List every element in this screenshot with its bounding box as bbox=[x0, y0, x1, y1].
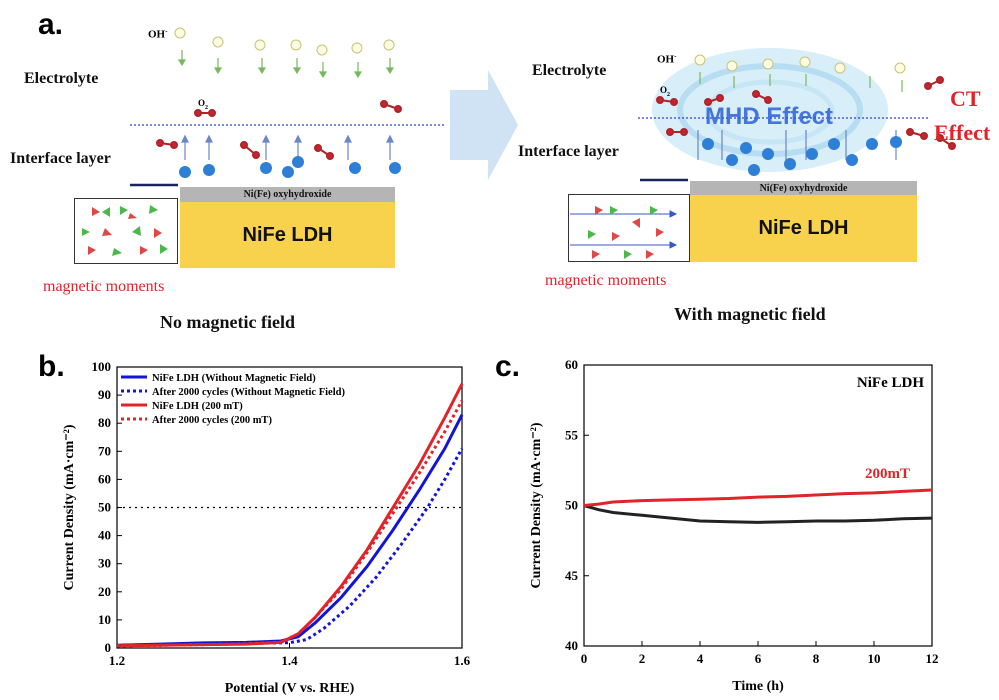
o2-label: O2 bbox=[198, 98, 209, 111]
panel-c-letter: c. bbox=[495, 350, 521, 383]
oh-ions bbox=[174, 27, 395, 56]
oxyhydroxide-layer: Ni(Fe) oxyhydroxide bbox=[690, 181, 917, 195]
series-line-0 bbox=[583, 504, 933, 524]
magnetic-moments-label: magnetic moments bbox=[545, 272, 667, 289]
panel-a-letter: a. bbox=[38, 8, 64, 41]
o2-molecules bbox=[156, 100, 402, 160]
legend-label-1: After 2000 cycles (Without Magnetic Fiel… bbox=[152, 387, 345, 398]
x-tick-label: 10 bbox=[868, 651, 881, 666]
chart-c-annotation: NiFe LDH bbox=[857, 375, 924, 391]
x-tick-label: 4 bbox=[697, 651, 704, 666]
chart-c: 40 45 50 55 60 0 2 4 6 8 10 12 Time (h) Current Densi… bbox=[529, 357, 939, 694]
magnetic-moments-box bbox=[568, 194, 690, 262]
caption-with-field: With magnetic field bbox=[674, 304, 826, 324]
x-axis-label: Potential (V vs. RHE) bbox=[225, 681, 355, 696]
nife-ldh-block: NiFe LDH bbox=[180, 202, 395, 268]
x-tick-label: 1.2 bbox=[109, 653, 125, 668]
caption-no-field: No magnetic field bbox=[160, 312, 295, 332]
x-tick-label: 1.6 bbox=[454, 653, 470, 668]
legend-label-2: NiFe LDH (200 mT) bbox=[152, 401, 243, 412]
y-axis-label: Current Density (mA·cm⁻²) bbox=[529, 422, 544, 588]
oh-label: OH- bbox=[148, 27, 168, 41]
y-tick-label: 0 bbox=[105, 640, 112, 655]
x-tick-label: 1.4 bbox=[281, 653, 298, 668]
legend-label-3: After 2000 cycles (200 mT) bbox=[152, 415, 272, 426]
y-tick-label: 30 bbox=[98, 556, 111, 571]
y-tick-label: 20 bbox=[98, 584, 111, 599]
panel-b-letter: b. bbox=[38, 350, 65, 383]
ct-label: CT bbox=[950, 86, 981, 111]
magnetic-moments-label: magnetic moments bbox=[43, 278, 165, 295]
x-tick-label: 0 bbox=[581, 651, 588, 666]
interface-label: Interface layer bbox=[10, 150, 111, 167]
x-tick-label: 2 bbox=[639, 651, 646, 666]
nife-ldh-block: NiFe LDH bbox=[690, 195, 917, 262]
y-tick-label: 60 bbox=[98, 471, 111, 486]
magnetic-moments-box bbox=[74, 198, 178, 264]
o2-label: O2 bbox=[660, 85, 671, 98]
y-tick-label: 90 bbox=[98, 387, 111, 402]
transition-arrow bbox=[450, 70, 518, 180]
oh-label: OH- bbox=[657, 52, 677, 66]
x-tick-label: 8 bbox=[813, 651, 820, 666]
magnetic-moments-left bbox=[82, 205, 168, 256]
schematic-right-graphics bbox=[570, 48, 956, 259]
blue-ions bbox=[179, 156, 401, 178]
down-arrows bbox=[177, 50, 395, 79]
interface-label: Interface layer bbox=[518, 143, 619, 160]
schematic-left: Electrolyte Interface layer OH- O2 Ni(Fe… bbox=[0, 0, 450, 340]
plot-frame bbox=[583, 364, 933, 647]
y-tick-label: 10 bbox=[98, 612, 111, 627]
x-axis-label: Time (h) bbox=[732, 679, 784, 694]
y-tick-label: 50 bbox=[98, 500, 111, 515]
y-axis-label: Current Density (mA·cm⁻²) bbox=[62, 424, 77, 590]
y-tick-label: 50 bbox=[565, 498, 578, 513]
y-tick-label: 70 bbox=[98, 443, 111, 458]
mhd-effect-label: MHD Effect bbox=[705, 103, 834, 130]
y-tick-label: 40 bbox=[98, 528, 111, 543]
oxyhydroxide-layer: Ni(Fe) oxyhydroxide bbox=[180, 187, 395, 202]
y-tick-label: 45 bbox=[565, 568, 579, 583]
series-line-3 bbox=[116, 399, 464, 648]
electrolyte-label: Electrolyte bbox=[24, 70, 99, 87]
schematic-right: Electrolyte Interface layer OH- O2 MHD E… bbox=[500, 0, 999, 340]
legend-label-0: NiFe LDH (Without Magnetic Field) bbox=[152, 373, 316, 384]
chart-b: 0 10 20 30 40 50 60 70 80 90 100 1.2 1.4 1.6 Potential… bbox=[62, 359, 470, 696]
y-tick-label: 80 bbox=[98, 415, 111, 430]
schematic-left-graphics bbox=[82, 27, 445, 256]
y-tick-label: 100 bbox=[92, 359, 112, 374]
x-tick-label: 12 bbox=[926, 651, 939, 666]
electrolyte-label: Electrolyte bbox=[532, 62, 607, 79]
y-tick-label: 60 bbox=[565, 357, 578, 372]
y-tick-label: 40 bbox=[565, 638, 578, 653]
up-arrows bbox=[181, 134, 394, 160]
series-label-200mT: 200mT bbox=[865, 466, 910, 482]
ct-effect-label: Effect bbox=[934, 120, 991, 145]
x-tick-label: 6 bbox=[755, 651, 762, 666]
series-line-1 bbox=[583, 488, 933, 507]
y-tick-label: 55 bbox=[565, 427, 579, 442]
